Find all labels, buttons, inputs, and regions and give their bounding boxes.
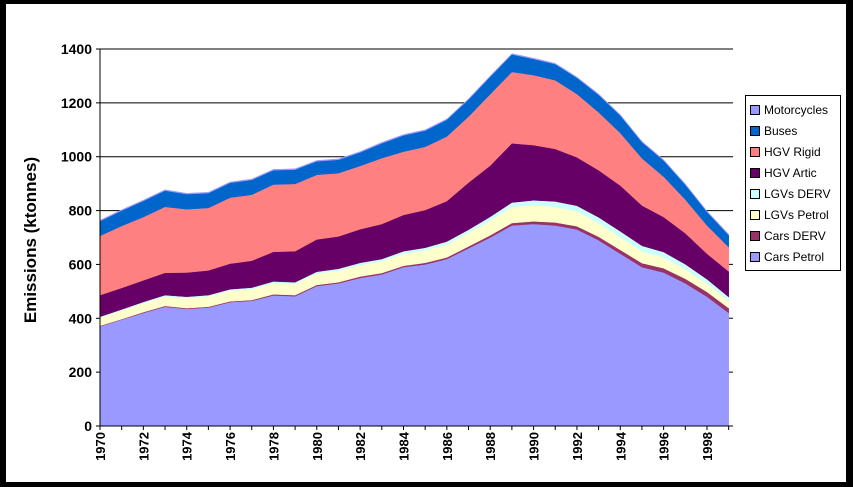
x-tick-labels: 1970 1972 1974 1976 1978 1980 1982 1984 1986 1988… [93, 431, 715, 461]
y-tick-label: 0 [84, 418, 92, 434]
axes [96, 48, 733, 430]
y-tick-label: 800 [69, 203, 93, 219]
legend-label: Cars DERV [764, 229, 826, 243]
y-tick-label: 200 [69, 364, 93, 380]
legend-item-cars-derv: Cars DERV [750, 227, 826, 245]
x-tick-label: 1982 [353, 432, 368, 461]
x-tick-label: 1998 [700, 432, 715, 461]
x-tick-label: 1970 [93, 432, 108, 461]
y-tick-label: 1200 [61, 95, 92, 111]
legend-label: HGV Rigid [764, 145, 821, 159]
legend-swatch [750, 252, 760, 262]
legend-label: Buses [764, 124, 798, 138]
x-tick-label: 1996 [657, 432, 672, 461]
x-tick-label: 1984 [397, 431, 412, 461]
x-tick-label: 1992 [570, 432, 585, 461]
y-axis-title: Emissions (ktonnes) [21, 157, 40, 323]
legend-label: LGVs DERV [764, 187, 831, 201]
x-tick-label: 1974 [180, 431, 195, 461]
x-tick-label: 1994 [613, 431, 628, 461]
x-tick-label: 1976 [223, 432, 238, 461]
legend-item-hgv-rigid: HGV Rigid [750, 143, 821, 161]
chart-legend: Motorcycles Buses HGV Rigid HGV Artic LGVs D… [745, 95, 841, 271]
chart-area: 0 200 400 600 800 1000 1200 1400 1970 1972 1974 19… [6, 4, 846, 482]
area-series-layer [99, 53, 729, 427]
y-tick-label: 400 [69, 310, 93, 326]
legend-label: Motorcycles [764, 103, 829, 117]
legend-swatch [750, 126, 760, 136]
y-tick-labels: 0 200 400 600 800 1000 1200 1400 [61, 41, 92, 434]
x-tick-label: 1972 [136, 432, 151, 461]
legend-swatch [750, 168, 760, 178]
legend-swatch [750, 189, 760, 199]
legend-label: LGVs Petrol [764, 208, 829, 222]
legend-item-lgvs-petrol: LGVs Petrol [750, 206, 829, 224]
legend-swatch [750, 147, 760, 157]
legend-item-hgv-artic: HGV Artic [750, 164, 817, 182]
x-tick-label: 1990 [527, 432, 542, 461]
x-tick-label: 1978 [266, 432, 281, 461]
x-tick-label: 1988 [483, 432, 498, 461]
x-tick-label: 1980 [310, 432, 325, 461]
legend-item-cars-petrol: Cars Petrol [750, 248, 824, 266]
legend-item-lgvs-derv: LGVs DERV [750, 185, 830, 203]
legend-swatch [750, 231, 760, 241]
y-tick-label: 600 [69, 256, 93, 272]
legend-item-motorcycles: Motorcycles [750, 101, 828, 119]
legend-swatch [750, 210, 760, 220]
x-tick-label: 1986 [440, 432, 455, 461]
legend-swatch [750, 105, 760, 115]
y-tick-label: 1400 [61, 41, 92, 57]
y-tick-label: 1000 [61, 149, 92, 165]
legend-label: HGV Artic [764, 166, 817, 180]
legend-label: Cars Petrol [764, 250, 825, 264]
area-motorcycles [99, 53, 729, 236]
legend-item-buses: Buses [750, 122, 797, 140]
